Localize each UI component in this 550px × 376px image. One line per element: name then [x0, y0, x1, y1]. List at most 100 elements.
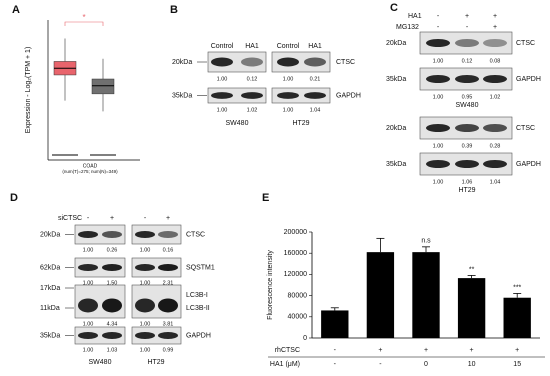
marker: 62kDa — [40, 264, 60, 271]
quant: 3.81 — [163, 321, 174, 327]
quant: 0.99 — [163, 347, 174, 353]
condition-sign: + — [493, 24, 497, 31]
band — [241, 57, 263, 67]
cell-line: HT29 — [458, 187, 475, 194]
quant: 1.00 — [433, 179, 444, 185]
band — [211, 92, 233, 99]
protein: CTSC — [516, 125, 535, 132]
band — [158, 231, 178, 238]
x-axis-note: (num(T)=275; num(N)=349) — [62, 169, 118, 174]
y-tick-label: 120000 — [284, 271, 307, 278]
band — [426, 160, 450, 168]
band — [483, 75, 507, 83]
quant: 1.00 — [83, 347, 94, 353]
condition: MG132 — [396, 24, 419, 31]
condition-label: rhCTSC — [275, 347, 300, 354]
condition-sign: - — [87, 215, 90, 222]
marker: 35kDa — [386, 76, 406, 83]
quant: 0.16 — [163, 247, 174, 253]
quant: 1.00 — [283, 107, 294, 113]
blot — [271, 87, 331, 104]
band — [102, 332, 122, 339]
quant: 0.26 — [107, 247, 118, 253]
quant: 1.00 — [217, 107, 228, 113]
band — [304, 57, 326, 67]
protein: CTSC — [516, 40, 535, 47]
condition-value: 15 — [513, 361, 521, 368]
cell-line: SW480 — [456, 102, 479, 109]
condition-label: HA1 (μM) — [270, 361, 300, 368]
protein: GAPDH — [516, 161, 541, 168]
bar — [366, 252, 395, 338]
protein: GAPDH — [336, 92, 361, 99]
band — [426, 75, 450, 83]
quant: 1.00 — [217, 76, 228, 82]
y-tick-label: 160000 — [284, 250, 307, 257]
lane-label: Control — [277, 43, 300, 50]
lane-label: HA1 — [245, 43, 259, 50]
band — [135, 332, 155, 339]
band — [304, 92, 326, 99]
quant: 0.95 — [462, 94, 473, 100]
condition-sign: - — [144, 215, 147, 222]
quant: 1.00 — [140, 347, 151, 353]
y-axis-label: Expression - Log₂(TPM + 1) — [25, 47, 32, 134]
blot — [207, 51, 267, 73]
band — [483, 39, 507, 47]
band — [426, 124, 450, 132]
blot — [131, 224, 182, 245]
band — [426, 39, 450, 47]
panel-label: D — [10, 192, 18, 204]
band — [135, 298, 155, 313]
quant: 1.02 — [247, 107, 258, 113]
quant: 1.00 — [140, 247, 151, 253]
marker: 20kDa — [172, 59, 192, 66]
marker: 17kDa — [40, 285, 60, 292]
marker: 35kDa — [40, 332, 60, 339]
quant: 1.50 — [107, 280, 118, 286]
quant: 1.00 — [433, 94, 444, 100]
lane-label: HA1 — [308, 43, 322, 50]
band — [102, 298, 122, 313]
bar — [457, 278, 486, 338]
condition-value: 0 — [424, 361, 428, 368]
marker: 35kDa — [386, 161, 406, 168]
panel-label: C — [390, 2, 398, 14]
bar — [412, 252, 440, 338]
quant: 1.00 — [140, 280, 151, 286]
condition-sign: - — [437, 13, 440, 20]
blot — [207, 87, 267, 104]
bar — [503, 297, 531, 338]
annotation: n.s — [421, 238, 431, 245]
condition-value: - — [334, 361, 337, 368]
y-tick-label: 200000 — [284, 229, 307, 236]
quant: 1.03 — [107, 347, 118, 353]
band — [78, 264, 98, 271]
band — [102, 231, 122, 238]
quant: 0.21 — [310, 76, 321, 82]
quant: 1.04 — [310, 107, 321, 113]
band — [135, 231, 155, 238]
marker: 20kDa — [386, 40, 406, 47]
quant: 1.00 — [433, 58, 444, 64]
band — [211, 57, 233, 67]
condition-value: + — [378, 347, 382, 354]
box — [91, 78, 115, 95]
blot — [74, 257, 126, 278]
y-tick-label: 40000 — [288, 314, 308, 321]
band — [241, 92, 263, 99]
quant: 2.31 — [163, 280, 174, 286]
condition-value: + — [515, 347, 519, 354]
y-tick-label: 0 — [303, 335, 307, 342]
quant: 1.00 — [283, 76, 294, 82]
blot — [74, 224, 126, 245]
band — [102, 264, 122, 271]
protein: LC3B-II — [186, 305, 210, 312]
marker: 35kDa — [172, 92, 192, 99]
panel-label: A — [12, 4, 20, 16]
band — [483, 160, 507, 168]
panel-label: B — [170, 4, 178, 16]
quant: 1.02 — [490, 94, 501, 100]
band — [277, 92, 299, 99]
